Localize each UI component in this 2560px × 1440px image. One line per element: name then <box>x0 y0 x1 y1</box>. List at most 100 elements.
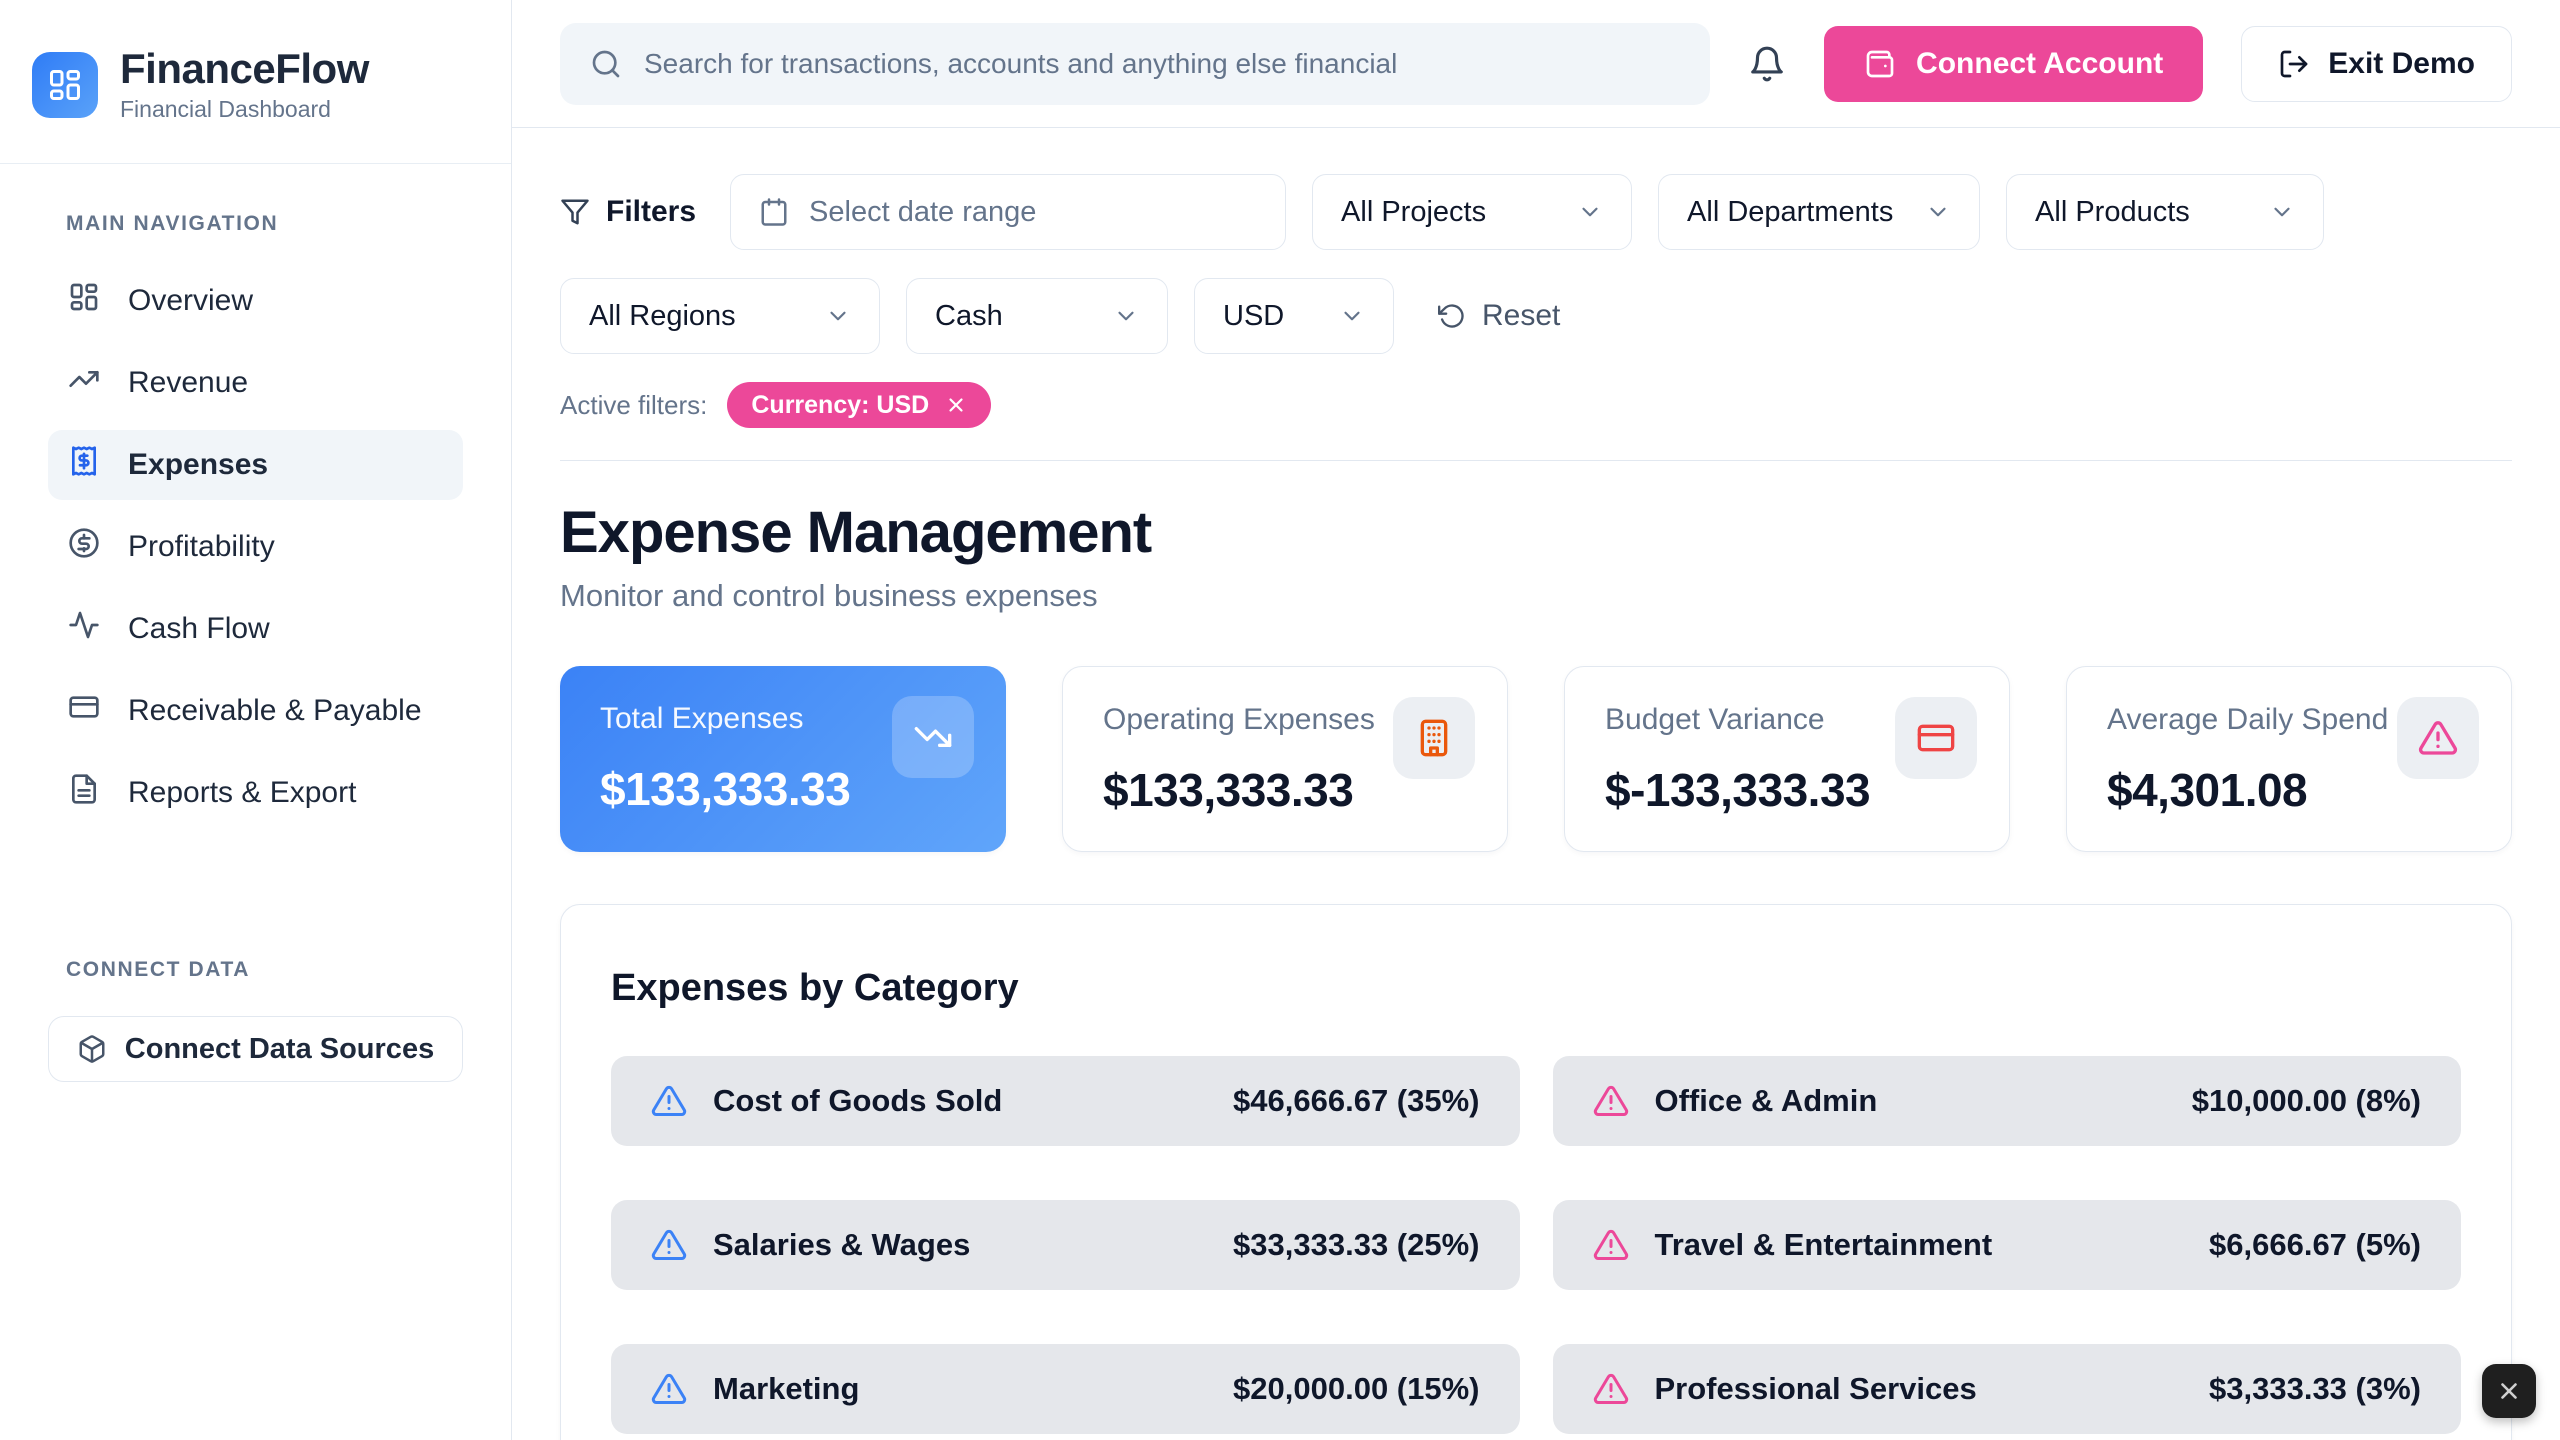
file-text-icon <box>68 773 100 813</box>
chevron-down-icon <box>1925 199 1951 225</box>
logout-icon <box>2278 48 2310 80</box>
category-value: $46,666.67 (35%) <box>1233 1083 1480 1118</box>
departments-select[interactable]: All Departments <box>1658 174 1981 250</box>
sidebar-item-revenue[interactable]: Revenue <box>48 348 463 418</box>
category-name: Cost of Goods Sold <box>713 1083 1003 1118</box>
departments-select-value: All Departments <box>1687 195 1894 228</box>
sidebar-item-reports-export[interactable]: Reports & Export <box>48 758 463 828</box>
exit-demo-button[interactable]: Exit Demo <box>2241 25 2512 102</box>
credit-card-icon <box>1895 697 1977 779</box>
stat-card-operating-expenses: Operating Expenses $133,333.33 <box>1062 666 1508 852</box>
sidebar-item-profitability[interactable]: Profitability <box>48 512 463 582</box>
search-box <box>560 22 1711 105</box>
chevron-down-icon <box>825 303 851 329</box>
active-filter-chip-currency[interactable]: Currency: USD <box>727 382 992 428</box>
sidebar-item-label: Revenue <box>128 366 249 400</box>
reset-filters-button[interactable]: Reset <box>1438 299 1560 333</box>
receipt-icon <box>68 445 100 485</box>
stat-label: Budget Variance <box>1605 703 1825 736</box>
category-value: $6,666.67 (5%) <box>2209 1227 2421 1262</box>
connect-account-label: Connect Account <box>1916 46 2164 80</box>
stat-card-average-daily-spend: Average Daily Spend $4,301.08 <box>2066 666 2512 852</box>
close-overlay-button[interactable] <box>2482 1364 2536 1418</box>
sidebar-item-cash-flow[interactable]: Cash Flow <box>48 594 463 664</box>
calendar-icon <box>759 197 789 227</box>
chevron-down-icon <box>1113 303 1139 329</box>
notifications-button[interactable] <box>1748 45 1786 83</box>
connect-account-button[interactable]: Connect Account <box>1824 25 2204 102</box>
currency-select[interactable]: USD <box>1194 278 1394 354</box>
connect-data-label: CONNECT DATA <box>66 958 251 982</box>
category-name: Salaries & Wages <box>713 1227 971 1262</box>
category-row-professional-services: Professional Services $3,333.33 (3%) <box>1552 1344 2461 1434</box>
activity-icon <box>68 609 100 649</box>
alert-triangle-icon <box>651 1371 687 1407</box>
brand-title: FinanceFlow <box>120 45 369 92</box>
sidebar-item-label: Receivable & Payable <box>128 694 422 728</box>
category-name: Office & Admin <box>1654 1083 1878 1118</box>
brand: FinanceFlow Financial Dashboard <box>0 0 511 165</box>
category-row-salaries-wages: Salaries & Wages $33,333.33 (25%) <box>611 1200 1520 1290</box>
date-range-input[interactable]: Select date range <box>730 174 1287 250</box>
nav-section-label: MAIN NAVIGATION <box>66 212 279 236</box>
credit-card-icon <box>68 691 100 731</box>
filters-row-1: Filters Select date range All Projects A… <box>560 174 2512 250</box>
sidebar-item-overview[interactable]: Overview <box>48 266 463 336</box>
date-range-placeholder: Select date range <box>809 195 1037 228</box>
sidebar-item-label: Cash Flow <box>128 612 270 646</box>
exit-demo-label: Exit Demo <box>2328 46 2475 80</box>
search-input[interactable] <box>644 47 1681 80</box>
chip-label: Currency: USD <box>751 390 930 419</box>
projects-select[interactable]: All Projects <box>1312 174 1633 250</box>
regions-select-value: All Regions <box>589 299 736 332</box>
category-row-cost-of-goods-sold: Cost of Goods Sold $46,666.67 (35%) <box>611 1056 1520 1146</box>
alert-triangle-icon <box>1593 1083 1629 1119</box>
regions-select[interactable]: All Regions <box>560 278 880 354</box>
alert-triangle-icon <box>1593 1227 1629 1263</box>
main-area: Connect Account Exit Demo Filters Select… <box>512 0 2560 1440</box>
close-icon <box>2496 1378 2522 1404</box>
category-name: Marketing <box>713 1371 860 1406</box>
category-row-office-admin: Office & Admin $10,000.00 (8%) <box>1552 1056 2461 1146</box>
products-select[interactable]: All Products <box>2006 174 2325 250</box>
stat-card-total-expenses: Total Expenses $133,333.33 <box>560 666 1006 852</box>
stat-card-budget-variance: Budget Variance $-133,333.33 <box>1564 666 2010 852</box>
sidebar-item-expenses[interactable]: Expenses <box>48 430 463 501</box>
category-name: Travel & Entertainment <box>1654 1227 1993 1262</box>
connect-data-sources-button[interactable]: Connect Data Sources <box>48 1016 463 1083</box>
chevron-down-icon <box>1339 303 1365 329</box>
stat-value: $133,333.33 <box>600 763 851 815</box>
filters-row-2: All Regions Cash USD Reset <box>560 278 2512 354</box>
bell-icon <box>1748 45 1786 83</box>
trending-up-icon <box>68 363 100 403</box>
main-navigation: MAIN NAVIGATION Overview Revenue Expense… <box>0 164 511 840</box>
sidebar-item-receivable-payable[interactable]: Receivable & Payable <box>48 676 463 746</box>
category-list: Cost of Goods Sold $46,666.67 (35%) Offi… <box>611 1056 2461 1434</box>
brand-logo-icon <box>32 51 98 118</box>
stat-label: Average Daily Spend <box>2107 703 2389 736</box>
connect-data-section: CONNECT DATA Connect Data Sources <box>0 958 511 1083</box>
category-value: $33,333.33 (25%) <box>1233 1227 1480 1262</box>
category-value: $20,000.00 (15%) <box>1233 1371 1480 1406</box>
close-icon[interactable] <box>945 394 967 416</box>
sidebar-item-label: Reports & Export <box>128 776 357 810</box>
page-title: Expense Management <box>560 500 1152 565</box>
sidebar-item-label: Expenses <box>128 448 269 482</box>
category-value: $3,333.33 (3%) <box>2209 1371 2421 1406</box>
active-filters-label: Active filters: <box>560 389 708 420</box>
rotate-ccw-icon <box>1438 302 1466 330</box>
trending-down-icon <box>892 696 974 778</box>
wallet-icon <box>1864 48 1896 80</box>
dollar-circle-icon <box>68 527 100 567</box>
connect-data-sources-label: Connect Data Sources <box>124 1032 435 1065</box>
chevron-down-icon <box>1577 199 1603 225</box>
currency-select-value: USD <box>1223 299 1285 332</box>
category-value: $10,000.00 (8%) <box>2191 1083 2421 1118</box>
sidebar-item-label: Overview <box>128 284 254 318</box>
filters-title: Filters <box>560 195 696 229</box>
accounting-basis-select[interactable]: Cash <box>906 278 1168 354</box>
category-row-travel-entertainment: Travel & Entertainment $6,666.67 (5%) <box>1552 1200 2461 1290</box>
filter-funnel-icon <box>560 197 590 227</box>
search-icon <box>590 48 622 80</box>
filters-title-label: Filters <box>606 195 697 228</box>
